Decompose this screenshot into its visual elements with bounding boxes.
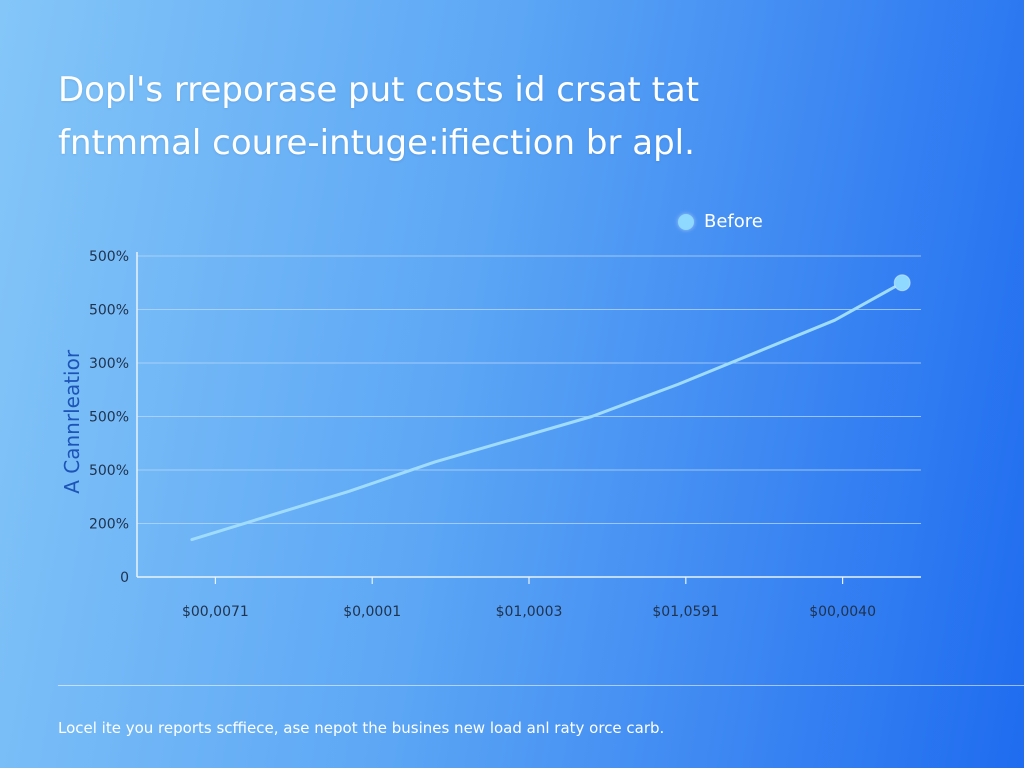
chart-title-line-2: fntmmal coure-intuge:ifiection br apl. <box>58 123 695 163</box>
y-tick-label-4: 300% <box>89 356 129 372</box>
footer-divider <box>58 685 1024 686</box>
x-tick-label-3: $01,0591 <box>652 604 719 620</box>
y-tick-label-5: 500% <box>89 303 129 319</box>
legend-marker-dot <box>678 213 694 230</box>
footer-caption: Locel ite you reports scffiece, ase nepo… <box>58 719 665 737</box>
y-tick-label-0: 0 <box>120 570 129 586</box>
y-tick-label-3: 500% <box>89 410 129 426</box>
x-tick-label-4: $00,0040 <box>809 604 876 620</box>
series-line-before <box>190 281 904 542</box>
chart-legend: Before <box>678 211 763 232</box>
y-tick-label-2: 500% <box>89 463 129 479</box>
legend-label-before: Before <box>704 211 763 232</box>
x-tick-label-1: $0,0001 <box>343 604 401 620</box>
x-tick-label-0: $00,0071 <box>182 604 249 620</box>
y-tick-label-6: 500% <box>89 249 129 265</box>
series-end-point <box>893 274 911 292</box>
chart-title: Dopl's rreporase put costs id crsat tat … <box>58 64 958 170</box>
y-axis-label: A Cannrleatior <box>60 349 84 494</box>
y-tick-label-1: 200% <box>89 517 129 533</box>
x-tick-label-2: $01,0003 <box>496 604 563 620</box>
chart-title-line-1: Dopl's rreporase put costs id crsat tat <box>58 70 700 110</box>
